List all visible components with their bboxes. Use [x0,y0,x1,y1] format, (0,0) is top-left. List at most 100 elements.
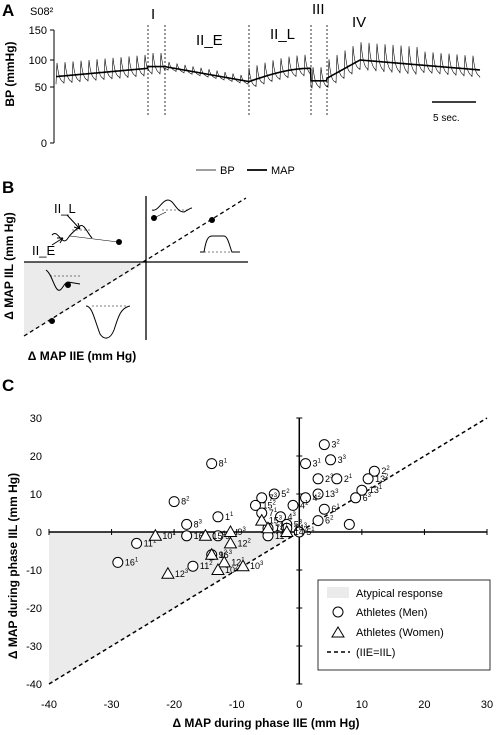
point-men [312,488,324,500]
point-label-sup: 3 [299,519,303,525]
point-men [268,488,280,500]
schematic-waveform-q1 [151,199,193,213]
x-tick-label: 30 [481,699,493,711]
point-men [212,530,224,542]
point-label-sup: 1 [311,527,315,533]
schematic-waveform-q2 [51,224,93,242]
panel-a-ylabel: BP (mmHg) [3,41,17,106]
point-women [148,528,163,541]
panel-a-ytick-50: 50 [35,82,47,94]
legend-atypical-swatch [327,587,349,598]
panel-a-ytick-100: 100 [29,55,47,67]
point-label: 123 [175,569,189,579]
point-men [187,560,199,572]
point-men [300,492,312,504]
bp-trace [55,42,481,89]
point-label-sup: 1 [222,531,226,537]
point-label-sup: 2 [318,493,322,499]
subject-label: S08² [30,6,54,18]
point-men [112,556,124,568]
point-women [198,528,213,541]
point-men [350,492,362,504]
point-label: 101 [162,531,176,541]
point-label: 92 [219,550,228,560]
point-label: 111 [144,538,157,548]
point-label-sup: 1 [349,474,353,480]
point-men [300,458,312,470]
point-label: 63 [363,493,372,503]
point-women [211,562,225,575]
arrowhead-iil [73,222,81,230]
legend-identity-label: (IIE=IIL) [356,647,395,659]
point-men [356,484,368,496]
point-label: 21 [344,474,353,484]
point-label: 41 [300,500,309,510]
point-label-sup: 1 [224,459,228,465]
point-label: 82 [181,497,190,507]
point-women [254,513,269,526]
phase-iv-label: IV [352,14,366,31]
y-tick-label: -30 [26,641,42,653]
arrow-iil [66,214,81,230]
point-men [249,499,261,511]
point-men [331,473,343,485]
point-label-sup: 3 [368,493,372,499]
arrowhead-iie [57,237,64,244]
scatter-chart: -40 -30 -20 -10 0 10 20 30 -40-30-20-100102030 … [26,413,493,711]
point-label-sup: 1 [336,504,340,510]
point-men [212,511,224,523]
x-tick-label: -40 [41,699,57,711]
phase-iil-label: II_L [270,26,295,43]
point-label: 133 [325,489,339,499]
x-tick-labels: -40 -30 -20 -10 0 10 20 30 [41,529,493,711]
point-men [275,511,287,523]
point-label-sup: 1 [135,557,139,563]
legend-men-label: Athletes (Men) [356,607,428,619]
point-label-sup: 3 [335,489,339,495]
point-label: 102 [225,565,239,575]
x-tick-label: 0 [296,699,302,711]
y-tick-label: -10 [26,565,42,577]
point-label-sup: 2 [385,474,389,480]
point-label-sup: 3 [343,455,347,461]
y-tick-label: 10 [30,489,42,501]
point-women [217,555,232,568]
x-tick-label: 20 [418,699,430,711]
point-label: 31 [313,459,322,469]
point-men [318,503,330,515]
point-label-sup: 1 [379,485,383,491]
point-label-sup: 3 [293,512,297,518]
phase-iie-label: II_E [196,32,223,49]
point-label: 83 [194,519,203,529]
point-label: 43 [288,512,297,522]
legend-women-marker [331,626,345,638]
point-men [312,473,324,485]
panel-b-ylabel: Δ MAP IIL (mm Hg) [2,212,16,320]
data-points: 8132333122232113213163133426152731524171… [112,439,390,579]
point-label: 62 [325,516,334,526]
point-label-sup: 3 [242,527,246,533]
schematic-waveform-q3b [85,305,131,339]
point-label: 151 [212,531,226,541]
point-label: 161 [125,557,139,567]
point-label-sup: 2 [304,527,308,533]
point-label-sup: 1 [172,531,176,537]
point-men [181,518,193,530]
point-men [287,499,299,511]
y-tick-label: 20 [30,451,42,463]
point-label: 71 [269,508,278,518]
point-label: 42 [313,493,322,503]
panel-b-label-iil: II_L [54,201,76,216]
schematic-dot-q3 [65,282,71,288]
point-label: 51 [306,527,315,537]
legend-men-marker [332,606,344,618]
point-label: 163 [219,550,233,560]
point-label: 143 [294,523,308,533]
point-women [236,559,250,572]
point-men [181,530,193,542]
point-label-sup: 3 [279,516,283,522]
point-label-sup: 3 [185,569,189,575]
point-label: 93 [237,527,246,537]
point-label-sup: 1 [230,512,234,518]
point-women [223,536,238,549]
